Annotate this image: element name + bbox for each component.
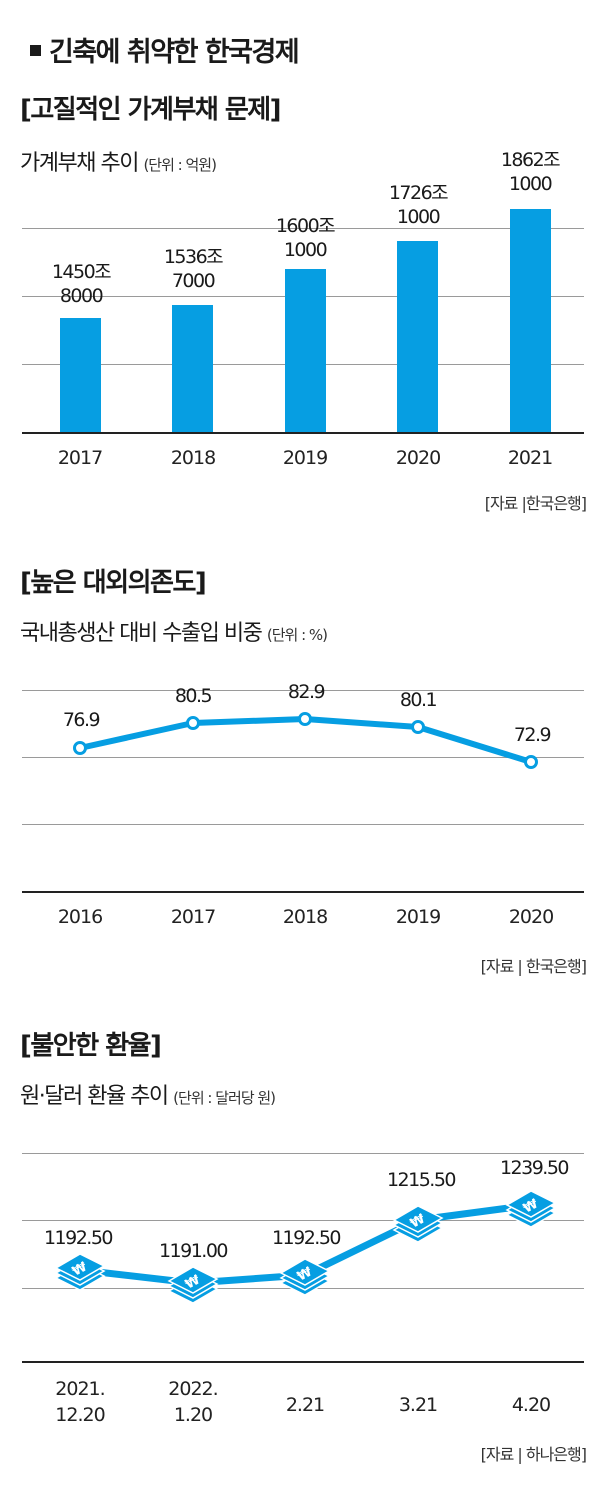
exchange-rate-section-title: [불안한 환율] xyxy=(20,1031,162,1061)
bar-2018 xyxy=(172,305,213,433)
point-value-label: 82.9 xyxy=(287,681,326,703)
main-title-text: 긴축에 취약한 한국경제 xyxy=(49,37,300,68)
x-tick-label: 2017 xyxy=(57,447,103,469)
x-tick-label: 2016 xyxy=(57,906,103,928)
square-bullet-icon xyxy=(30,45,41,56)
main-title: 긴축에 취약한 한국경제 xyxy=(30,30,300,69)
x-tick-label: 2.21 xyxy=(285,1394,325,1416)
bar-value-label: 1536조 7000 xyxy=(163,246,224,292)
unit-label: (단위 : %) xyxy=(266,626,328,644)
gridline xyxy=(22,1153,584,1154)
won-banknote-stack-icon xyxy=(168,1266,218,1304)
x-axis-baseline xyxy=(22,432,584,434)
exchange-rate-chart-title: 원·달러 환율 추이 (단위 : 달러당 원) xyxy=(20,1078,276,1110)
household-debt-chart-title: 가계부채 추이 (단위 : 억원) xyxy=(20,145,217,177)
bar-2017 xyxy=(60,318,101,433)
x-tick-label: 2020 xyxy=(395,447,441,469)
bar-2019 xyxy=(285,269,326,433)
point-value-label: 1192.50 xyxy=(271,1227,342,1249)
point-value-label: 1215.50 xyxy=(386,1169,457,1191)
bar-value-label: 1450조 8000 xyxy=(51,261,112,307)
bar-2020 xyxy=(397,241,438,433)
source-note: [자료 | 하나은행] xyxy=(480,1445,587,1464)
trade-dependence-chart-title: 국내총생산 대비 수출입 비중 (단위 : %) xyxy=(20,615,328,647)
bar-value-label: 1600조 1000 xyxy=(275,215,336,261)
x-axis-baseline xyxy=(22,891,584,893)
x-tick-label: 2021. 12.20 xyxy=(55,1378,105,1426)
x-tick-label: 2018 xyxy=(282,906,328,928)
point-value-label: 80.1 xyxy=(399,689,438,711)
won-banknote-stack-icon xyxy=(506,1190,556,1228)
x-tick-label: 2019 xyxy=(395,906,441,928)
x-tick-label: 2017 xyxy=(170,906,216,928)
bar-value-label: 1862조 1000 xyxy=(500,149,561,195)
point-value-label: 80.5 xyxy=(174,685,213,707)
chart-subtitle: 가계부채 추이 xyxy=(20,151,139,176)
x-axis-baseline xyxy=(22,1361,584,1363)
chart-subtitle: 원·달러 환율 추이 xyxy=(20,1084,169,1109)
gridline xyxy=(22,690,584,691)
x-tick-label: 2022. 1.20 xyxy=(168,1378,218,1426)
gridline xyxy=(22,228,584,229)
bar-value-label: 1726조 1000 xyxy=(388,182,449,228)
trade-dependence-section-title: [높은 대외의존도] xyxy=(20,568,207,598)
gridline xyxy=(22,824,584,825)
point-value-label: 1191.00 xyxy=(158,1240,229,1262)
won-banknote-stack-icon xyxy=(55,1253,105,1291)
point-value-label: 76.9 xyxy=(62,709,101,731)
x-tick-label: 2020 xyxy=(508,906,554,928)
x-tick-label: 2018 xyxy=(170,447,216,469)
x-tick-label: 3.21 xyxy=(398,1394,438,1416)
gridline xyxy=(22,1220,584,1221)
unit-label: (단위 : 달러당 원) xyxy=(173,1089,276,1107)
household-debt-section-title: [고질적인 가계부채 문제] xyxy=(20,95,282,125)
x-tick-label: 2021 xyxy=(507,447,553,469)
source-note: [자료 | 한국은행] xyxy=(480,957,587,976)
x-tick-label: 4.20 xyxy=(511,1394,551,1416)
bar-2021 xyxy=(510,209,551,433)
point-value-label: 72.9 xyxy=(513,724,552,746)
point-value-label: 1192.50 xyxy=(43,1227,114,1249)
won-banknote-stack-icon xyxy=(393,1205,443,1243)
source-note: [자료 |한국은행] xyxy=(484,494,587,513)
x-tick-label: 2019 xyxy=(282,447,328,469)
gridline xyxy=(22,757,584,758)
point-value-label: 1239.50 xyxy=(499,1157,570,1179)
unit-label: (단위 : 억원) xyxy=(143,156,216,174)
chart-subtitle: 국내총생산 대비 수출입 비중 xyxy=(20,621,263,646)
